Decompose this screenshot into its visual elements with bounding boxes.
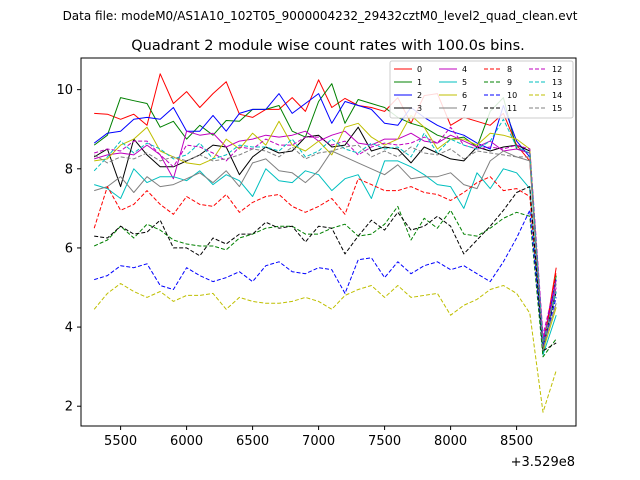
x-tick-label: 5500: [104, 434, 137, 449]
x-tick-label: 7000: [302, 434, 335, 449]
series-line-4: [94, 130, 557, 340]
x-offset-label: +3.529e8: [511, 455, 575, 470]
legend-label-8: 8: [507, 65, 512, 74]
series-line-8: [93, 176, 557, 348]
legend-label-3: 3: [417, 104, 422, 113]
legend-box: [389, 60, 574, 119]
legend-label-6: 6: [462, 91, 467, 100]
series-layer: [93, 73, 557, 413]
legend-label-1: 1: [417, 78, 422, 87]
x-tick-label: 8000: [434, 434, 467, 449]
y-tick-label: 2: [65, 400, 73, 415]
x-tick-label: 7500: [368, 434, 401, 449]
series-line-9: [93, 205, 557, 358]
x-tick-label: 6500: [236, 434, 269, 449]
chart-title: Quadrant 2 module wise count rates with …: [131, 38, 525, 54]
legend-label-5: 5: [462, 78, 467, 87]
series-line-11: [94, 186, 557, 352]
plot-area: [80, 57, 577, 427]
series-line-3: [93, 126, 557, 348]
x-axis: 5500 6000 6500 7000 7500 8000 8500: [104, 426, 533, 449]
legend-label-13: 13: [552, 78, 562, 87]
series-line-12: [94, 126, 557, 336]
series-line-2: [93, 93, 557, 344]
legend-label-12: 12: [552, 65, 562, 74]
series-line-1: [93, 83, 557, 356]
y-tick-label: 6: [65, 241, 73, 256]
y-axis: 2 4 6 8 10: [56, 83, 81, 415]
series-line-6: [94, 114, 557, 352]
legend-label-0: 0: [417, 65, 422, 74]
data-file-label: Data file: modeM0/AS1A10_102T05_90000042…: [63, 9, 578, 23]
series-line-15: [93, 144, 557, 352]
x-tick-label: 8500: [500, 434, 533, 449]
y-tick-label: 4: [65, 321, 73, 336]
x-tick-label: 6000: [170, 434, 203, 449]
series-line-10: [94, 209, 557, 348]
series-line-14: [93, 283, 557, 413]
legend-label-14: 14: [552, 91, 562, 100]
legend-label-11: 11: [507, 104, 517, 113]
legend-label-10: 10: [507, 91, 517, 100]
series-line-5: [94, 160, 557, 356]
legend-label-4: 4: [462, 65, 467, 74]
legend-label-2: 2: [417, 91, 422, 100]
legend-label-7: 7: [462, 104, 467, 113]
y-tick-label: 10: [56, 83, 73, 98]
y-tick-label: 8: [65, 162, 73, 177]
legend-label-9: 9: [507, 78, 512, 87]
legend-label-15: 15: [552, 104, 562, 113]
series-line-7: [94, 150, 557, 348]
series-line-0: [94, 73, 557, 348]
axes-frame: [80, 57, 577, 427]
